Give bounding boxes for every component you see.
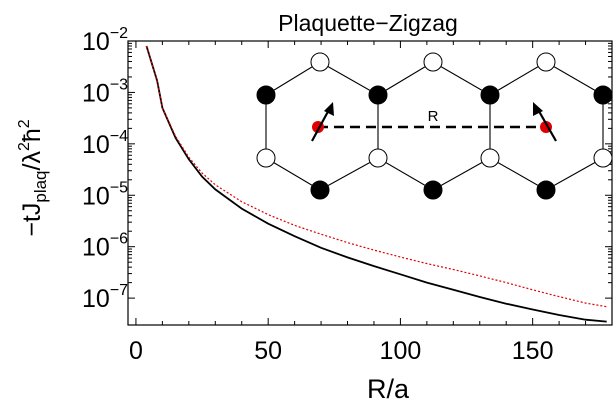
- series-line-2: [145, 45, 607, 308]
- spin-arrowhead-right: [533, 102, 543, 116]
- filled-site: [310, 180, 330, 200]
- filled-site: [256, 85, 276, 105]
- open-site: [593, 148, 613, 168]
- lattice-inset: R: [256, 52, 613, 200]
- y-tick-label: 10−6: [82, 231, 128, 262]
- open-site: [480, 148, 500, 168]
- x-tick-label: 0: [129, 337, 143, 365]
- x-tick-label: 100: [380, 337, 422, 365]
- filled-site: [480, 85, 500, 105]
- chart-title: Plaquette−Zigzag: [278, 10, 458, 36]
- y-tick-label: 10−7: [82, 282, 128, 313]
- y-tick-label: 10−4: [82, 128, 128, 159]
- y-tick-label: 10−3: [82, 76, 128, 107]
- y-axis-label: −tJplaq/λ2ħ2: [16, 119, 50, 236]
- filled-site: [593, 85, 613, 105]
- filled-site: [368, 85, 388, 105]
- x-tick-label: 150: [512, 337, 554, 365]
- y-tick-label: 10−2: [82, 25, 128, 56]
- open-site: [423, 52, 443, 72]
- filled-site: [423, 180, 443, 200]
- open-site: [310, 52, 330, 72]
- open-site: [368, 148, 388, 168]
- plot-frame: [127, 40, 613, 326]
- axis-ticks: 0 50 100 150 10−7 10−6 10−5 10−4 10−3 10−2: [82, 25, 612, 365]
- series-group: [145, 45, 607, 323]
- lattice-sites: [256, 52, 613, 200]
- separation-label: R: [428, 108, 439, 125]
- x-axis-label: R/a: [367, 374, 410, 404]
- spin-arrowhead-left: [324, 102, 334, 116]
- series-line-1: [145, 45, 607, 323]
- open-site: [536, 52, 556, 72]
- x-tick-label: 50: [254, 337, 282, 365]
- y-tick-label: 10−5: [82, 179, 128, 210]
- open-site: [256, 148, 276, 168]
- filled-site: [536, 180, 556, 200]
